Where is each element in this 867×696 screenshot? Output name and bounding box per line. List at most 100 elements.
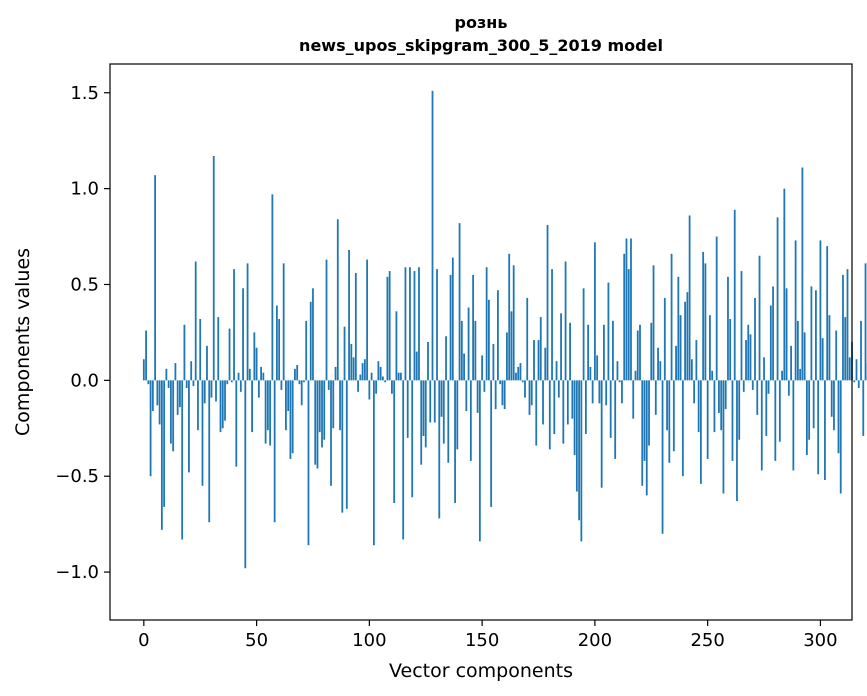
bar-component-146 (472, 274, 474, 381)
bar-component-79 (321, 380, 323, 448)
bar-component-135 (447, 380, 450, 463)
bar-component-196 (584, 380, 587, 435)
bar-component-67 (294, 368, 296, 381)
bar-component-228 (657, 347, 659, 381)
bar-component-55 (266, 380, 269, 431)
bar-component-66 (291, 380, 294, 454)
bar-component-179 (546, 225, 549, 381)
bar-component-296 (810, 286, 813, 381)
bar-component-151 (483, 380, 486, 392)
bar-component-197 (587, 324, 590, 381)
bar-component-89 (343, 326, 346, 381)
bar-component-277 (767, 380, 770, 394)
bar-component-177 (542, 380, 544, 425)
bar-component-183 (555, 361, 558, 381)
bar-component-216 (630, 238, 632, 381)
bar-component-74 (309, 301, 312, 381)
bar-component-298 (815, 290, 817, 381)
bar-component-266 (742, 380, 745, 392)
bar-component-254 (715, 236, 718, 381)
bar-component-170 (526, 297, 529, 381)
bar-component-97 (361, 363, 364, 381)
bar-component-49 (253, 332, 256, 381)
bar-component-106 (381, 376, 384, 381)
bar-component-263 (736, 380, 738, 502)
bar-component-162 (508, 253, 511, 381)
bar-component-6 (156, 380, 159, 406)
bar-component-297 (812, 380, 815, 429)
bar-component-185 (560, 313, 562, 381)
bar-component-39 (230, 380, 233, 383)
bar-component-241 (686, 292, 689, 381)
bar-component-38 (228, 328, 231, 381)
bar-component-136 (449, 274, 452, 381)
bar-component-31 (212, 156, 215, 381)
bar-component-284 (783, 188, 786, 381)
bar-component-134 (445, 336, 447, 381)
bar-component-316 (855, 359, 858, 381)
bar-component-191 (573, 380, 576, 456)
bar-component-273 (758, 255, 761, 381)
y-tick-label: 0.0 (70, 370, 99, 391)
bar-component-4 (151, 380, 154, 412)
bar-component-246 (697, 380, 700, 433)
bar-component-13 (172, 380, 175, 452)
bar-component-143 (465, 380, 468, 412)
bar-component-290 (796, 320, 799, 381)
bar-component-83 (330, 380, 332, 486)
y-axis-ticks: −1.0 −0.5 0.0 0.5 1.0 1.5 (55, 83, 110, 583)
bar-component-52 (260, 366, 262, 381)
bar-component-42 (237, 372, 240, 381)
bar-component-99 (366, 259, 368, 381)
bar-component-129 (433, 380, 436, 423)
bar-component-251 (709, 315, 711, 381)
bar-component-28 (206, 345, 208, 381)
bar-component-218 (634, 370, 637, 381)
bar-component-259 (727, 276, 729, 381)
bar-component-113 (397, 372, 400, 381)
bar-component-71 (303, 380, 305, 383)
bar-component-258 (724, 380, 727, 410)
bar-component-189 (569, 322, 571, 381)
bar-component-223 (645, 380, 648, 496)
bar-component-112 (395, 311, 398, 381)
bar-component-230 (661, 380, 664, 534)
bar-component-291 (799, 368, 802, 381)
bar-component-128 (431, 90, 434, 381)
bar-component-318 (860, 320, 862, 381)
bar-component-92 (350, 343, 353, 381)
bar-component-292 (801, 167, 804, 381)
bar-component-319 (862, 380, 865, 436)
bar-component-187 (564, 261, 567, 381)
bar-component-275 (763, 357, 765, 381)
bar-component-48 (251, 380, 253, 433)
bar-component-315 (853, 380, 856, 383)
bar-component-95 (357, 380, 359, 392)
bar-component-261 (731, 380, 734, 461)
y-tick-label: 1.5 (70, 83, 99, 104)
bar-component-43 (239, 380, 242, 392)
bar-component-61 (280, 380, 283, 390)
bar-component-201 (596, 355, 599, 381)
bar-component-1 (145, 330, 147, 381)
bar-component-169 (524, 380, 526, 398)
bar-component-279 (772, 286, 774, 381)
bar-component-3 (149, 380, 152, 477)
y-tick-label: −1.0 (55, 562, 99, 583)
bar-component-108 (386, 276, 389, 381)
bar-component-0 (142, 359, 145, 381)
bar-component-19 (185, 380, 188, 389)
bar-component-287 (790, 345, 792, 381)
bar-component-282 (778, 380, 781, 442)
bar-component-64 (287, 380, 290, 412)
bar-component-214 (625, 238, 628, 381)
bar-component-305 (830, 380, 833, 417)
bar-component-271 (754, 297, 756, 381)
bar-component-65 (289, 380, 292, 459)
bar-component-115 (402, 380, 405, 540)
bar-component-82 (327, 380, 330, 390)
bar-component-168 (521, 380, 524, 383)
bar-component-101 (370, 372, 373, 381)
bar-component-96 (359, 374, 362, 381)
bar-component-140 (458, 223, 461, 381)
